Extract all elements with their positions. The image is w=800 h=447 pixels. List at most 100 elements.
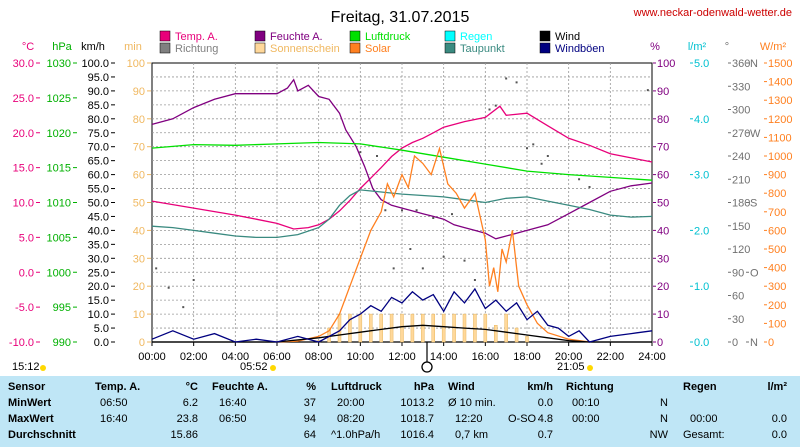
min-dir-value: N — [660, 397, 668, 409]
tick-time: 18:00 — [513, 351, 541, 363]
legend-swatch — [539, 42, 551, 54]
tick-wind: 80.0 — [88, 114, 109, 126]
hdr-hum-unit: % — [306, 381, 316, 393]
tick-wind: 25.0 — [88, 267, 109, 279]
tick-temp: 10.0 — [13, 198, 34, 210]
sunshine-bar — [369, 313, 373, 343]
tick-pressure: 1005 — [47, 232, 71, 244]
sunrise-text: 05:52 — [240, 361, 268, 373]
tick-dir-letter: N — [750, 337, 758, 349]
direction-dot — [432, 217, 435, 219]
tick-wind: 55.0 — [88, 184, 109, 196]
hdr-temp-unit: °C — [185, 381, 198, 393]
tick-time: 12:00 — [388, 351, 416, 363]
axis-header-humidity: % — [650, 41, 660, 53]
tick-temp: 0.0 — [19, 267, 34, 279]
tick-wind: 10.0 — [88, 309, 109, 321]
tick-time: 04:00 — [222, 351, 250, 363]
avg-dir-value: NW — [649, 429, 668, 441]
tick-dir: 330 — [732, 81, 750, 93]
sunshine-bar — [379, 313, 383, 343]
site-url[interactable]: www.neckar-odenwald-wetter.de — [633, 7, 792, 19]
legend-label: Wind — [555, 31, 580, 43]
direction-dot — [167, 286, 170, 289]
tick-dir: 60 — [732, 291, 744, 303]
tick-solar: 600 — [768, 225, 786, 237]
legend-label: Solar — [365, 43, 391, 55]
min-wind-label: Ø 10 min. — [448, 397, 496, 409]
sunshine-bar — [400, 313, 404, 343]
legend-label: Regen — [460, 31, 492, 43]
tick-minutes: 40 — [133, 225, 145, 237]
direction-dot — [488, 108, 491, 111]
direction-dot — [442, 255, 445, 258]
tick-time: 08:00 — [305, 351, 333, 363]
tick-temp: 15.0 — [13, 163, 34, 175]
tick-dir: 150 — [732, 221, 750, 233]
tick-pressure: 1015 — [47, 163, 71, 175]
max-wind-dir: O-SO — [508, 413, 537, 425]
max-dir-time: 00:00 — [572, 413, 600, 425]
axis-header-dir: ° — [725, 41, 729, 53]
tick-solar: 0 — [768, 337, 774, 349]
tick-time: 22:00 — [597, 351, 625, 363]
tick-dir: 0 — [732, 337, 738, 349]
tick-wind: 70.0 — [88, 142, 109, 154]
legend-swatch — [444, 30, 456, 42]
tick-temp: 25.0 — [13, 93, 34, 105]
legend-swatch — [539, 30, 551, 42]
direction-dot — [182, 306, 185, 309]
sunshine-bar — [358, 313, 363, 343]
axis-header-min: min — [124, 41, 142, 53]
tick-minutes: 70 — [133, 142, 145, 154]
hdr-press: Luftdruck — [331, 381, 382, 393]
tick-temp: 30.0 — [13, 58, 34, 70]
tick-dir: 300 — [732, 105, 750, 117]
weather-chart: Freitag, 31.07.2015 www.neckar-odenwald-… — [9, 7, 793, 373]
min-press-time: 20:00 — [337, 397, 365, 409]
tick-solar: 1200 — [768, 114, 792, 126]
min-temp-value: 6.2 — [182, 397, 198, 409]
tick-rain: 5.0 — [694, 58, 709, 70]
series-lines — [151, 78, 653, 343]
daylength-text: 15:12 — [12, 361, 40, 373]
tick-dir-letter: O — [750, 267, 759, 279]
direction-dot — [401, 209, 403, 212]
sunshine-bar — [441, 313, 446, 343]
direction-dot — [421, 267, 424, 270]
axis-headers: °C hPa km/h min% l/m² ° W/m² — [22, 41, 787, 53]
tick-time: 16:00 — [472, 351, 500, 363]
direction-dot — [578, 178, 581, 181]
axis-header-rain: l/m² — [688, 41, 707, 53]
hdr-wind-unit: km/h — [527, 381, 553, 393]
sunshine-bar — [421, 313, 425, 343]
avg-rain-label: Gesamt: — [683, 429, 725, 441]
hdr-sensor: Sensor — [8, 381, 46, 393]
tick-humidity: 50 — [657, 198, 669, 210]
tick-humidity: 40 — [657, 225, 669, 237]
legend-swatch — [254, 42, 266, 54]
sunshine-bar — [525, 336, 529, 343]
tick-pressure: 1010 — [47, 198, 71, 210]
sunshine-bar — [410, 313, 415, 343]
tick-time: 00:00 — [138, 351, 166, 363]
direction-dot — [409, 248, 412, 250]
direction-dot — [505, 77, 508, 80]
tick-solar: 900 — [768, 170, 786, 182]
legend-label: Taupunkt — [460, 43, 505, 55]
min-label: MinWert — [8, 397, 52, 409]
direction-dot — [532, 143, 535, 146]
tick-wind: 15.0 — [88, 295, 109, 307]
min-hum-time: 16:40 — [219, 397, 247, 409]
tick-solar: 1300 — [768, 95, 792, 107]
direction-dot — [515, 81, 518, 84]
max-rain-time: 00:00 — [690, 413, 718, 425]
avg-wind-distance: 0,7 km — [455, 429, 489, 441]
tick-solar: 700 — [768, 207, 786, 219]
hdr-dir: Richtung — [566, 381, 614, 393]
tick-time: 02:00 — [180, 351, 208, 363]
tick-dir: 120 — [732, 244, 750, 256]
direction-dot — [546, 155, 549, 157]
noon-marker — [421, 361, 433, 373]
tick-wind: 35.0 — [88, 239, 109, 251]
